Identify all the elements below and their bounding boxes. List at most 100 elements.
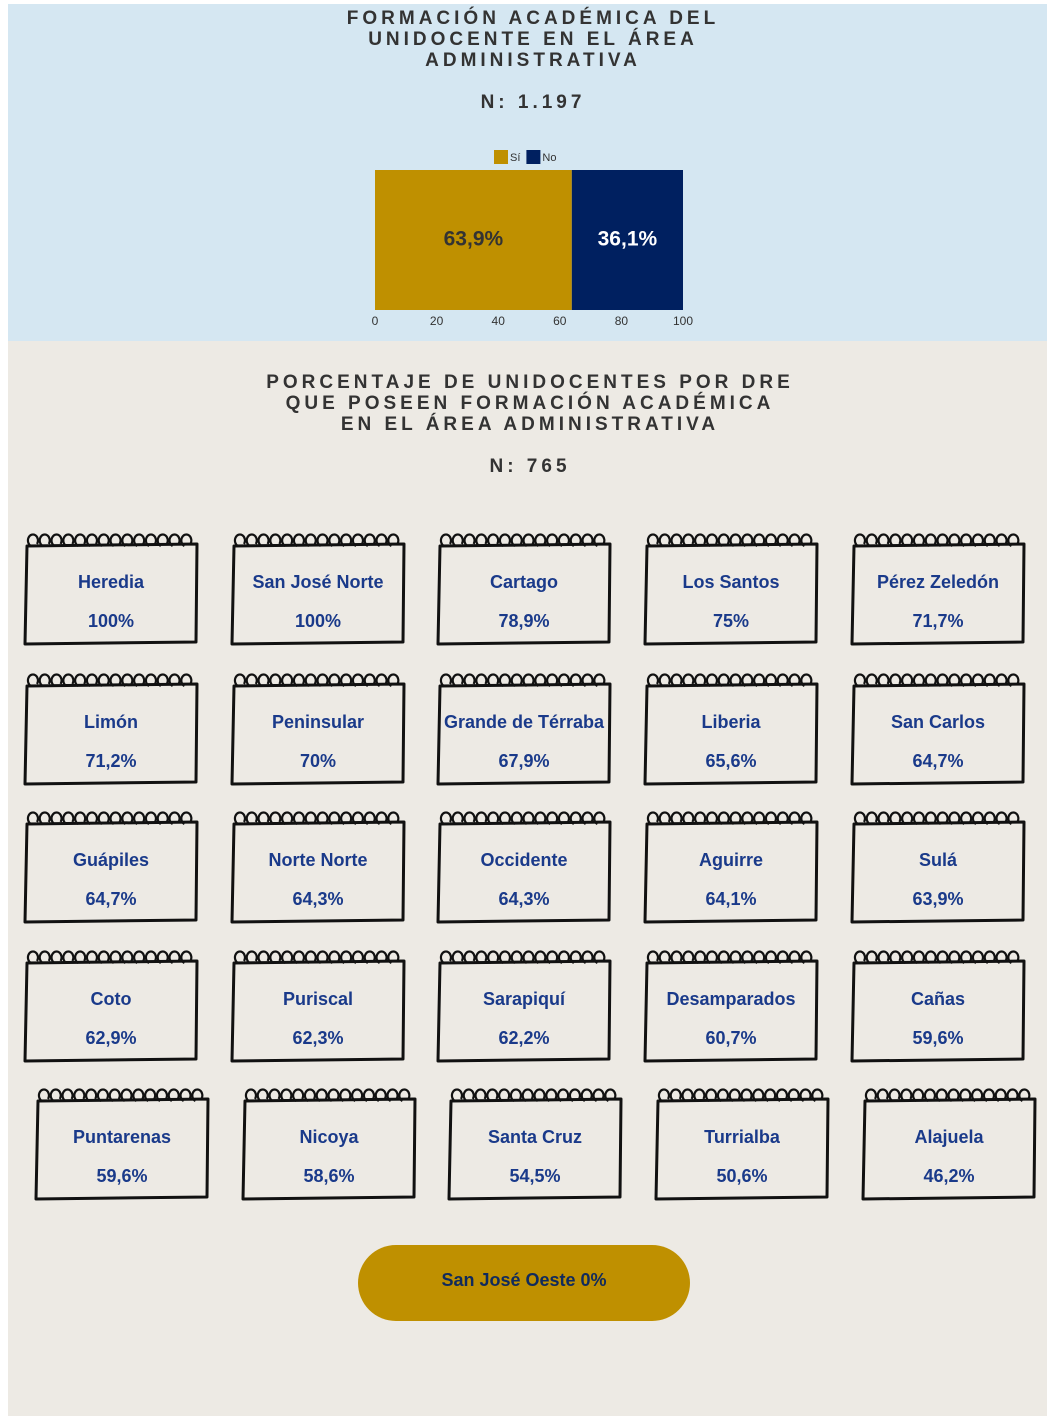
card: Cañas 59,6%	[850, 950, 1026, 1063]
card-spiral	[646, 533, 813, 547]
card-value: 60,7%	[705, 1028, 756, 1048]
bar-segment	[375, 170, 572, 310]
card-spiral	[853, 950, 1020, 964]
card: Desamparados 60,7%	[643, 950, 819, 1063]
legend-label: No	[542, 152, 556, 164]
card-name: Liberia	[701, 712, 761, 732]
card-value: 62,9%	[85, 1028, 136, 1048]
card-spiral	[439, 811, 606, 825]
card-name: Sarapiquí	[483, 989, 566, 1009]
card-spiral	[646, 811, 813, 825]
card: San José Norte 100%	[230, 533, 406, 646]
card-value: 100%	[295, 611, 341, 631]
card-frame	[654, 1097, 830, 1201]
card-frame	[23, 542, 199, 646]
bottom-panel	[8, 341, 1047, 1416]
card-name: Santa Cruz	[488, 1127, 582, 1147]
card-spiral	[233, 673, 400, 687]
card-value: 67,9%	[498, 751, 549, 771]
card-spiral	[37, 1088, 204, 1102]
card-value: 62,2%	[498, 1028, 549, 1048]
card: Peninsular 70%	[230, 673, 406, 786]
card: Guápiles 64,7%	[23, 811, 199, 924]
section-title: QUE POSEEN FORMACIÓN ACADÉMICA	[286, 392, 775, 414]
card-spiral	[244, 1088, 411, 1102]
card-name: Cañas	[911, 989, 965, 1009]
card-name: Puriscal	[283, 989, 353, 1009]
card-name: Alajuela	[914, 1127, 984, 1147]
card-spiral	[657, 1088, 824, 1102]
card-name: Coto	[91, 989, 132, 1009]
card-frame	[436, 542, 612, 646]
card-frame	[643, 959, 819, 1063]
card: Santa Cruz 54,5%	[447, 1088, 623, 1201]
card-name: Pérez Zeledón	[877, 572, 999, 592]
card: Alajuela 46,2%	[861, 1088, 1037, 1201]
card-frame	[861, 1097, 1037, 1201]
card-spiral	[233, 533, 400, 547]
card-value: 63,9%	[912, 889, 963, 909]
card-spiral	[450, 1088, 617, 1102]
card: Turrialba 50,6%	[654, 1088, 830, 1201]
card-spiral	[853, 533, 1020, 547]
card: Aguirre 64,1%	[643, 811, 819, 924]
card-frame	[34, 1097, 210, 1201]
chart-title: UNIDOCENTE EN EL ÁREA	[368, 28, 698, 50]
card-frame	[23, 682, 199, 786]
card-name: San Carlos	[891, 712, 985, 732]
card-value: 50,6%	[716, 1166, 767, 1186]
card-spiral	[439, 950, 606, 964]
card-frame	[23, 820, 199, 924]
card: Puntarenas 59,6%	[34, 1088, 210, 1201]
card-name: Puntarenas	[73, 1127, 171, 1147]
card-value: 78,9%	[498, 611, 549, 631]
card-value: 64,3%	[498, 889, 549, 909]
x-tick-label: 60	[553, 314, 567, 328]
card: Norte Norte 64,3%	[230, 811, 406, 924]
card-name: Los Santos	[682, 572, 779, 592]
card-name: Cartago	[490, 572, 558, 592]
card-name: Aguirre	[699, 850, 763, 870]
card-value: 65,6%	[705, 751, 756, 771]
bar-segment	[571, 170, 683, 310]
legend-label: Sí	[510, 152, 520, 164]
section-subtitle: N: 765	[489, 456, 570, 477]
card-spiral	[864, 1088, 1031, 1102]
card-value: 100%	[88, 611, 134, 631]
card: Occidente 64,3%	[436, 811, 612, 924]
legend-swatch	[526, 150, 541, 164]
card-frame	[643, 820, 819, 924]
card-spiral	[26, 950, 193, 964]
card-frame	[436, 682, 612, 786]
card: Pérez Zeledón 71,7%	[850, 533, 1026, 646]
chart-subtitle: N: 1.197	[481, 92, 586, 113]
card-spiral	[439, 673, 606, 687]
card-name: Guápiles	[73, 850, 149, 870]
card-frame	[230, 820, 406, 924]
card-name: Sulá	[919, 850, 958, 870]
x-tick-label: 0	[372, 314, 379, 328]
card-value: 64,7%	[85, 889, 136, 909]
card-name: Occidente	[480, 850, 567, 870]
card-frame	[850, 542, 1026, 646]
card-value: 54,5%	[509, 1166, 560, 1186]
value-label: 63,9%	[444, 228, 504, 251]
card-value: 64,7%	[912, 751, 963, 771]
x-tick-label: 100	[673, 314, 693, 328]
card: Nicoya 58,6%	[241, 1088, 417, 1201]
card-name: Desamparados	[666, 989, 795, 1009]
card-value: 75%	[713, 611, 749, 631]
card-name: San José Norte	[252, 572, 383, 592]
card-name: Turrialba	[704, 1127, 781, 1147]
card-name: Nicoya	[299, 1127, 359, 1147]
card-frame	[643, 542, 819, 646]
card-name: Grande de Térraba	[444, 712, 605, 732]
card-spiral	[646, 950, 813, 964]
card-frame	[447, 1097, 623, 1201]
card-spiral	[233, 811, 400, 825]
card-spiral	[26, 533, 193, 547]
card-spiral	[233, 950, 400, 964]
card-name: Limón	[84, 712, 138, 732]
card: Cartago 78,9%	[436, 533, 612, 646]
card-value: 59,6%	[912, 1028, 963, 1048]
